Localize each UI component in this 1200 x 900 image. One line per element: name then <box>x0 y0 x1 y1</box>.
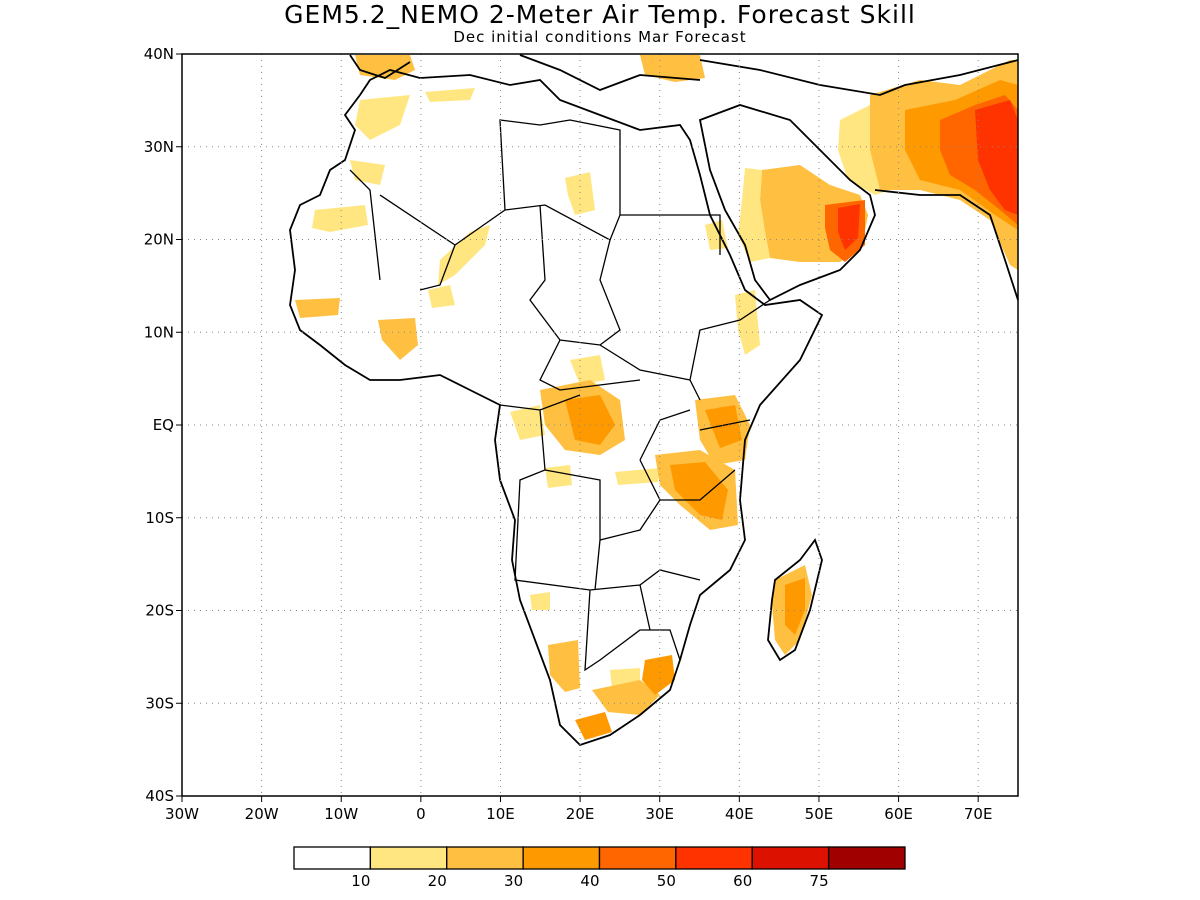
skill-region-mali-band <box>438 225 490 285</box>
colorbar-swatch <box>369 846 448 870</box>
africa-coastline <box>289 69 824 747</box>
skill-region-sahara-spot <box>350 160 385 185</box>
lon-tick-label: 40E <box>725 805 754 823</box>
latitude-tick-labels: 40N 30N 20N 10N EQ 10S 20S 30S 40S <box>144 45 174 805</box>
skill-region-tanzania-core <box>670 462 728 520</box>
skill-region-congo-core <box>565 395 615 445</box>
skill-region-chad-spot <box>565 172 595 215</box>
colorbar-swatch <box>751 846 830 870</box>
skill-region-angola-spot <box>545 465 572 488</box>
axis-ticks <box>176 53 979 802</box>
skill-region-ghana <box>378 318 418 360</box>
skill-region-gabon <box>510 405 545 440</box>
skill-region-sudan-spot <box>705 220 728 250</box>
europe-outline <box>349 54 701 91</box>
skill-region-oman-hot <box>838 204 860 250</box>
colorbar: 10 20 30 40 50 60 75 <box>293 846 906 890</box>
lat-tick-label: 20S <box>145 602 174 620</box>
map-gridlines <box>182 54 1018 796</box>
lon-tick-label: 10E <box>486 805 515 823</box>
colorbar-swatch <box>675 846 753 870</box>
lon-tick-label: 30W <box>165 805 199 823</box>
skill-region-zambia-spot <box>615 468 660 485</box>
lat-tick-label: EQ <box>153 416 174 434</box>
skill-region-car <box>570 355 605 385</box>
skill-region-niger-spot <box>428 285 455 308</box>
skill-region-guinea <box>295 298 340 318</box>
colorbar-level-label: 20 <box>428 872 447 890</box>
map-title: GEM5.2_NEMO 2-Meter Air Temp. Forecast S… <box>284 0 916 29</box>
lat-tick-label: 30N <box>144 138 174 156</box>
skill-region-madagascar-core <box>785 578 805 635</box>
asia-outline <box>699 59 1019 301</box>
colorbar-level-label: 40 <box>580 872 599 890</box>
skill-shading-layer <box>295 55 1018 740</box>
skill-region-ethiopia <box>735 290 760 355</box>
lat-tick-label: 10N <box>144 323 174 341</box>
skill-region-maghreb <box>355 55 415 80</box>
lon-tick-label: 20W <box>245 805 279 823</box>
colorbar-swatch <box>522 846 601 870</box>
colorbar-level-label: 50 <box>657 872 676 890</box>
lat-tick-label: 10S <box>145 509 174 527</box>
lon-tick-label: 30E <box>645 805 674 823</box>
skill-region-kenya-core <box>705 405 742 448</box>
skill-region-namibia-south <box>548 640 580 692</box>
lat-tick-label: 40S <box>145 787 174 805</box>
map-subtitle: Dec initial conditions Mar Forecast <box>453 28 747 46</box>
skill-region-namibia-spot <box>530 592 550 610</box>
skill-region-libya <box>640 55 705 82</box>
colorbar-level-label: 60 <box>733 872 752 890</box>
country-borders <box>349 119 771 672</box>
skill-region-tunisia-light <box>425 88 475 102</box>
colorbar-swatch <box>827 846 906 870</box>
lon-tick-label: 20E <box>566 805 595 823</box>
lon-tick-label: 70E <box>964 805 993 823</box>
lat-tick-label: 20N <box>144 231 174 249</box>
lat-tick-label: 40N <box>144 45 174 63</box>
skill-region-south-asia-hot <box>975 100 1018 215</box>
skill-region-cape <box>575 712 612 740</box>
skill-region-algeria-light <box>355 95 410 140</box>
land-outlines <box>289 54 1019 747</box>
longitude-tick-labels: 30W 20W 10W 0 10E 20E 30E 40E 50E 60E 70E <box>165 805 992 823</box>
colorbar-level-label: 30 <box>504 872 523 890</box>
arabia-outline <box>698 104 876 302</box>
colorbar-level-label: 10 <box>351 872 370 890</box>
skill-region-south-africa <box>592 680 660 715</box>
lon-tick-label: 10W <box>324 805 358 823</box>
skill-region-natal <box>642 655 675 695</box>
lat-tick-label: 30S <box>145 694 174 712</box>
colorbar-swatch <box>293 846 372 870</box>
skill-region-mauritania <box>312 205 368 232</box>
colorbar-swatch <box>598 846 677 870</box>
lon-tick-label: 50E <box>805 805 834 823</box>
lon-tick-label: 0 <box>416 805 426 823</box>
colorbar-swatch <box>446 846 524 870</box>
madagascar-outline <box>767 538 823 662</box>
colorbar-level-label: 75 <box>810 872 829 890</box>
skill-region-arabia-light <box>738 168 770 262</box>
lon-tick-label: 60E <box>884 805 913 823</box>
